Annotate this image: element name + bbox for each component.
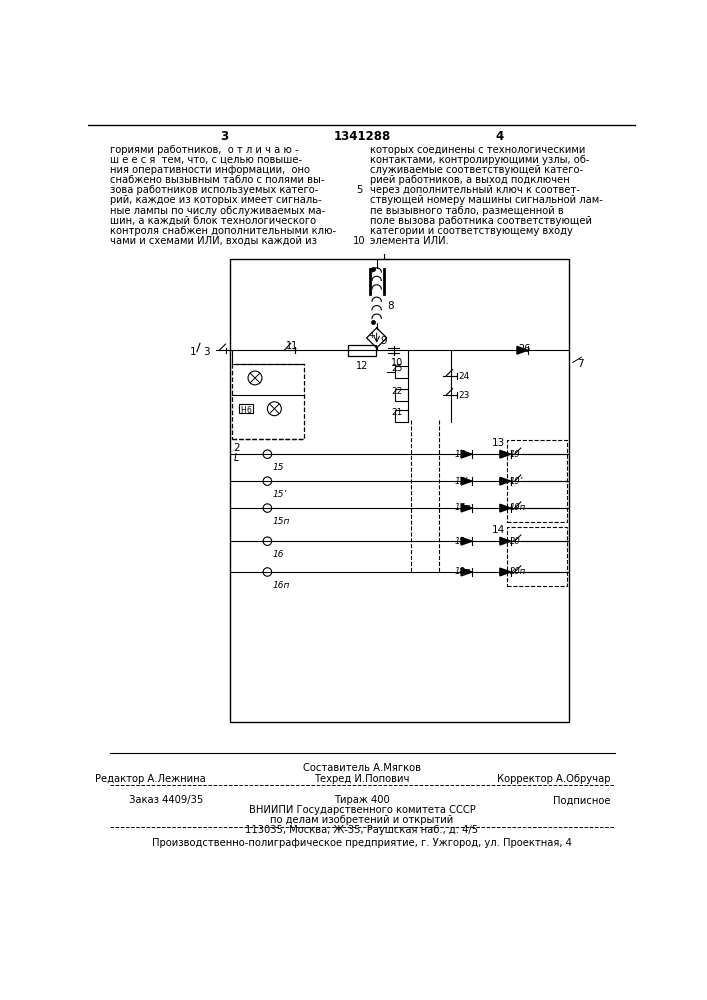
Text: рий, каждое из которых имеет сигналь-: рий, каждое из которых имеет сигналь- <box>110 195 322 205</box>
Text: ствующей номеру машины сигнальной лам-: ствующей номеру машины сигнальной лам- <box>370 195 602 205</box>
Bar <box>395 410 409 422</box>
Text: Производственно-полиграфическое предприятие, г. Ужгород, ул. Проектная, 4: Производственно-полиграфическое предприя… <box>152 838 572 848</box>
Text: 10: 10 <box>392 358 404 368</box>
Text: Техред И.Попович: Техред И.Попович <box>314 774 409 784</box>
Text: которых соединены с технологическими: которых соединены с технологическими <box>370 145 585 155</box>
Polygon shape <box>461 450 472 458</box>
Text: 12: 12 <box>356 361 368 371</box>
Text: 2: 2 <box>233 443 240 453</box>
Text: 113035, Москва, Ж-35, Раушская наб., д. 4/5: 113035, Москва, Ж-35, Раушская наб., д. … <box>245 825 479 835</box>
Text: 15: 15 <box>273 463 284 472</box>
Text: ш е е с я  тем, что, с целью повыше-: ш е е с я тем, что, с целью повыше- <box>110 155 302 165</box>
Text: 3: 3 <box>203 347 210 357</box>
Text: 6: 6 <box>247 406 252 415</box>
Text: служиваемые соответствующей катего-: служиваемые соответствующей катего- <box>370 165 583 175</box>
Text: 25: 25 <box>392 364 403 373</box>
Text: 19: 19 <box>510 450 521 459</box>
Text: Корректор А.Обручар: Корректор А.Обручар <box>496 774 610 784</box>
Polygon shape <box>500 504 510 512</box>
Text: 9: 9 <box>380 336 387 346</box>
Text: 17’: 17’ <box>455 477 468 486</box>
Text: ВНИИПИ Государственного комитета СССР: ВНИИПИ Государственного комитета СССР <box>249 805 475 815</box>
Text: 18: 18 <box>455 537 466 546</box>
Text: Подписное: Подписное <box>554 795 611 805</box>
Text: Н: Н <box>240 406 246 415</box>
Text: пе вызывного табло, размещенной в: пе вызывного табло, размещенной в <box>370 206 563 216</box>
Bar <box>348 345 376 356</box>
Text: 16: 16 <box>273 550 284 559</box>
Text: по делам изобретений и открытий: по делам изобретений и открытий <box>270 815 454 825</box>
Polygon shape <box>461 537 472 545</box>
Bar <box>395 366 409 378</box>
Text: 23: 23 <box>458 391 469 400</box>
Text: гориями работников,  о т л и ч а ю -: гориями работников, о т л и ч а ю - <box>110 145 298 155</box>
Text: L: L <box>233 453 239 463</box>
Bar <box>507 527 567 586</box>
Text: рией работников, а выход подключен: рией работников, а выход подключен <box>370 175 569 185</box>
Text: 3: 3 <box>220 130 228 143</box>
Bar <box>507 440 567 522</box>
Text: 8: 8 <box>387 301 393 311</box>
Text: чами и схемами ИЛИ, входы каждой из: чами и схемами ИЛИ, входы каждой из <box>110 236 317 246</box>
Polygon shape <box>461 568 472 576</box>
Text: 16п: 16п <box>273 581 290 590</box>
Text: Редактор А.Лежнина: Редактор А.Лежнина <box>95 774 206 784</box>
Text: 5: 5 <box>356 185 363 195</box>
Text: 22: 22 <box>392 387 403 396</box>
Text: 15’: 15’ <box>273 490 287 499</box>
Text: 26: 26 <box>518 344 531 354</box>
Text: 24: 24 <box>458 372 469 381</box>
Text: ния оперативности информации,  оно: ния оперативности информации, оно <box>110 165 310 175</box>
Bar <box>232 364 304 439</box>
Text: 19’: 19’ <box>510 477 523 486</box>
Polygon shape <box>461 477 472 485</box>
Polygon shape <box>500 537 510 545</box>
Text: 20: 20 <box>510 537 521 546</box>
Text: Составитель А.Мягков: Составитель А.Мягков <box>303 763 421 773</box>
Text: 14: 14 <box>491 525 505 535</box>
Text: 21: 21 <box>392 408 403 417</box>
Polygon shape <box>500 568 510 576</box>
Text: 17п: 17п <box>455 503 471 512</box>
Polygon shape <box>461 504 472 512</box>
Text: 13: 13 <box>491 438 505 448</box>
Text: 11: 11 <box>286 341 298 351</box>
Polygon shape <box>500 477 510 485</box>
Text: зова работников используемых катего-: зова работников используемых катего- <box>110 185 318 195</box>
Text: Тираж 400: Тираж 400 <box>334 795 390 805</box>
Text: 18п: 18п <box>455 567 471 576</box>
Text: шин, а каждый блок технологического: шин, а каждый блок технологического <box>110 216 316 226</box>
Text: 19п: 19п <box>510 503 526 512</box>
Bar <box>230 259 569 722</box>
Bar <box>239 404 252 413</box>
Bar <box>395 389 409 401</box>
Text: через дополнительный ключ к соответ-: через дополнительный ключ к соответ- <box>370 185 580 195</box>
Text: снабжено вызывным табло с полями вы-: снабжено вызывным табло с полями вы- <box>110 175 325 185</box>
Text: 10: 10 <box>354 236 366 246</box>
Text: 4: 4 <box>495 130 503 143</box>
Text: 20п: 20п <box>510 567 526 576</box>
Text: 15п: 15п <box>273 517 290 526</box>
Text: элемента ИЛИ.: элемента ИЛИ. <box>370 236 448 246</box>
Text: контроля снабжен дополнительными клю-: контроля снабжен дополнительными клю- <box>110 226 337 236</box>
Text: 1341288: 1341288 <box>333 130 390 143</box>
Text: контактами, контролирующими узлы, об-: контактами, контролирующими узлы, об- <box>370 155 589 165</box>
Text: 7: 7 <box>577 359 583 369</box>
Polygon shape <box>517 346 528 354</box>
Text: 17: 17 <box>455 450 466 459</box>
Text: категории и соответствующему входу: категории и соответствующему входу <box>370 226 573 236</box>
Text: ные лампы по числу обслуживаемых ма-: ные лампы по числу обслуживаемых ма- <box>110 206 325 216</box>
Text: поле вызова работника соответствующей: поле вызова работника соответствующей <box>370 216 592 226</box>
Text: 1: 1 <box>190 347 197 357</box>
Text: Заказ 4409/35: Заказ 4409/35 <box>129 795 203 805</box>
Polygon shape <box>500 450 510 458</box>
Text: +: + <box>368 331 375 340</box>
